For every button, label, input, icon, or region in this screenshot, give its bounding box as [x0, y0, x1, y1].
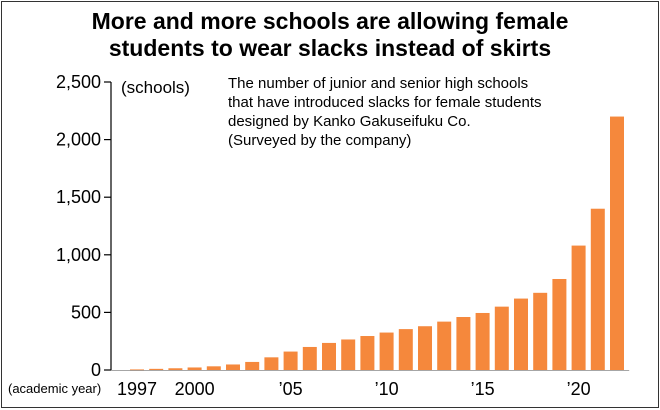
y-axis-unit-label: (schools) [121, 78, 190, 97]
bar-2011 [398, 329, 413, 370]
bar-2006 [302, 346, 317, 370]
bar-2015 [475, 312, 490, 370]
y-tick-label: 2,000 [56, 130, 101, 150]
chart-note: The number of junior and senior high sch… [228, 75, 542, 149]
chart-title: More and more schools are allowing femal… [91, 8, 569, 61]
bar-2000 [187, 367, 202, 370]
bar-2019 [552, 278, 567, 370]
bar-2010 [379, 332, 394, 370]
bar-2016 [494, 306, 509, 370]
bar-2022 [610, 116, 624, 370]
bar-2013 [437, 321, 452, 370]
bar-2014 [456, 317, 471, 370]
bar-2009 [360, 336, 375, 370]
y-tick-label: 0 [91, 360, 101, 380]
x-axis-unit-label: (academic year) [8, 381, 102, 396]
x-tick-label: ’10 [375, 379, 399, 399]
bar-2003 [245, 361, 260, 370]
bar-2008 [341, 339, 356, 370]
bar-1997 [130, 369, 144, 371]
bar-2017 [514, 298, 528, 370]
y-tick-label: 1,500 [56, 187, 101, 207]
bar-2004 [264, 357, 279, 370]
bar-2005 [283, 351, 298, 370]
bar-2007 [322, 342, 336, 370]
bar-1999 [168, 368, 183, 370]
x-tick-label: ’20 [567, 379, 591, 399]
x-tick-label: 1997 [117, 379, 157, 399]
bar-2020 [571, 245, 586, 370]
bar-2021 [590, 208, 605, 370]
bar-2001 [206, 366, 221, 370]
bar-2012 [418, 326, 432, 370]
y-tick-label: 2,500 [56, 72, 101, 92]
bar-2018 [533, 292, 548, 370]
x-tick-label: 2000 [175, 379, 215, 399]
bar-2002 [226, 364, 240, 370]
y-tick-label: 500 [71, 302, 101, 322]
x-tick-label: ’05 [279, 379, 303, 399]
bar-1998 [149, 368, 164, 370]
y-tick-label: 1,000 [56, 245, 101, 265]
x-tick-label: ’15 [471, 379, 495, 399]
